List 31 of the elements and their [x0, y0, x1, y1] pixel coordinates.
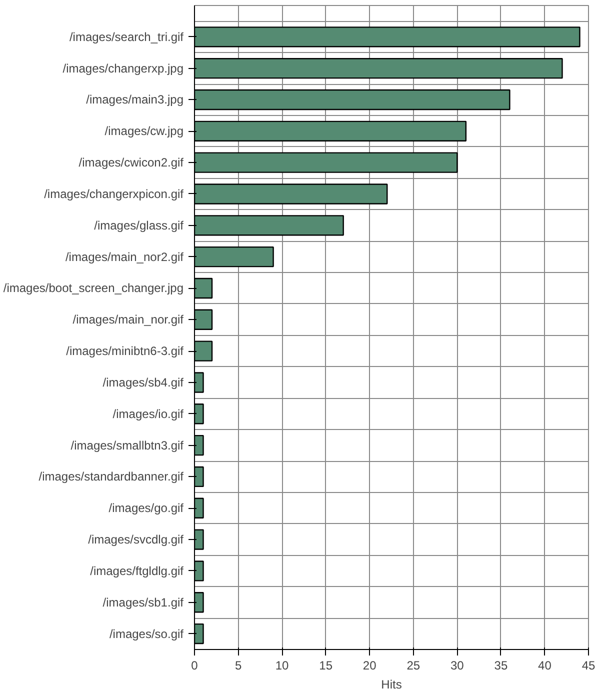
y-tick-label: /images/search_tri.gif: [69, 30, 184, 44]
y-tick-label: /images/glass.gif: [94, 218, 184, 232]
y-tick-label: /images/go.gif: [108, 501, 184, 516]
x-tick-label: 15: [319, 658, 333, 672]
y-tick-label: /images/minibtn6-3.gif: [66, 344, 184, 358]
y-tick-label: /images/so.gif: [109, 626, 184, 641]
y-tick-label: /images/main_nor.gif: [72, 312, 184, 327]
y-tick-label: /images/cwicon2.gif: [78, 156, 184, 170]
y-tick-label: /images/smallbtn3.gif: [70, 438, 184, 452]
x-tick-label: 30: [450, 658, 464, 672]
x-tick-label: 35: [494, 658, 508, 672]
x-tick-label: 10: [275, 658, 290, 672]
y-tick-label: /images/cw.jpg: [104, 124, 184, 138]
y-tick-label: /images/io.gif: [112, 406, 184, 421]
x-tick-label: 0: [191, 658, 198, 672]
y-tick-label: /images/sb4.gif: [102, 375, 184, 390]
x-tick-label: 5: [234, 658, 242, 672]
y-tick-label: /images/svcdlg.gif: [88, 532, 184, 547]
x-tick-label: 45: [582, 658, 596, 672]
x-tick-label: 25: [406, 658, 420, 672]
y-tick-label: /images/boot_screen_changer.jpg: [3, 281, 184, 296]
y-tick-label: /images/changerxp.jpg: [62, 61, 184, 76]
y-tick-label: /images/sb1.gif: [102, 595, 184, 610]
y-tick-label: /images/ftgldlg.gif: [90, 564, 184, 578]
x-axis-title: Hits: [381, 678, 402, 692]
x-tick-label: 40: [538, 658, 552, 672]
y-tick-label: /images/changerxpicon.gif: [44, 186, 184, 201]
x-tick-label: 20: [362, 658, 377, 672]
y-tick-label: /images/main3.jpg: [86, 92, 184, 107]
y-tick-label: /images/standardbanner.gif: [38, 470, 184, 484]
y-tick-label: /images/main_nor2.gif: [65, 250, 184, 264]
